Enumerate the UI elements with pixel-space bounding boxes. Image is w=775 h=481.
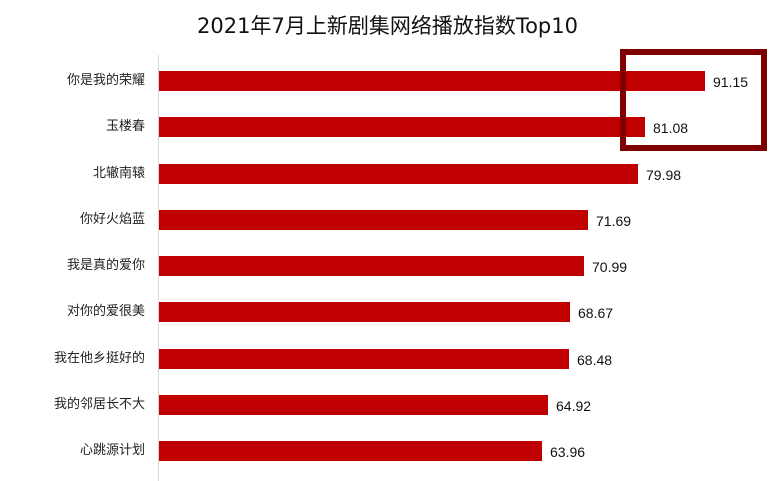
bar-row: 我在他乡挺好的 68.48	[0, 349, 775, 369]
value-label: 79.98	[646, 167, 682, 183]
value-label: 64.92	[556, 398, 592, 414]
y-axis-line	[158, 55, 159, 481]
value-label: 81.08	[653, 120, 689, 136]
category-label: 对你的爱很美	[66, 304, 145, 319]
value-label: 63.96	[550, 444, 586, 460]
bar-row: 你是我的荣耀 91.15	[0, 71, 775, 91]
bar	[159, 302, 570, 322]
category-label: 我的邻居长不大	[53, 397, 145, 412]
bar	[159, 164, 638, 184]
bar-row: 玉楼春 81.08	[0, 117, 775, 137]
value-label: 70.99	[592, 259, 628, 275]
bar-row: 心跳源计划 63.96	[0, 441, 775, 461]
bar	[159, 349, 569, 369]
bar	[159, 71, 705, 91]
bar	[159, 395, 548, 415]
bar-row: 我是真的爱你 70.99	[0, 256, 775, 276]
category-label: 玉楼春	[105, 119, 145, 134]
value-label: 71.69	[596, 213, 632, 229]
bar-row: 对你的爱很美 68.67	[0, 302, 775, 322]
bar	[159, 256, 584, 276]
category-label: 我在他乡挺好的	[53, 351, 145, 366]
bar	[159, 210, 588, 230]
category-label: 你是我的荣耀	[66, 73, 145, 88]
category-label: 北辙南辕	[92, 166, 145, 181]
bar	[159, 441, 542, 461]
bar-row: 你好火焰蓝 71.69	[0, 210, 775, 230]
value-label: 68.48	[577, 352, 613, 368]
bar-row: 我的邻居长不大 64.92	[0, 395, 775, 415]
value-label: 68.67	[578, 305, 614, 321]
highlight-box	[620, 49, 767, 151]
chart-title: 2021年7月上新剧集网络播放指数Top10	[197, 14, 578, 38]
category-label: 你好火焰蓝	[79, 212, 145, 227]
bar	[159, 117, 645, 137]
category-label: 我是真的爱你	[66, 258, 145, 273]
bar-row: 北辙南辕 79.98	[0, 164, 775, 184]
category-label: 心跳源计划	[79, 443, 145, 458]
value-label: 91.15	[713, 74, 749, 90]
